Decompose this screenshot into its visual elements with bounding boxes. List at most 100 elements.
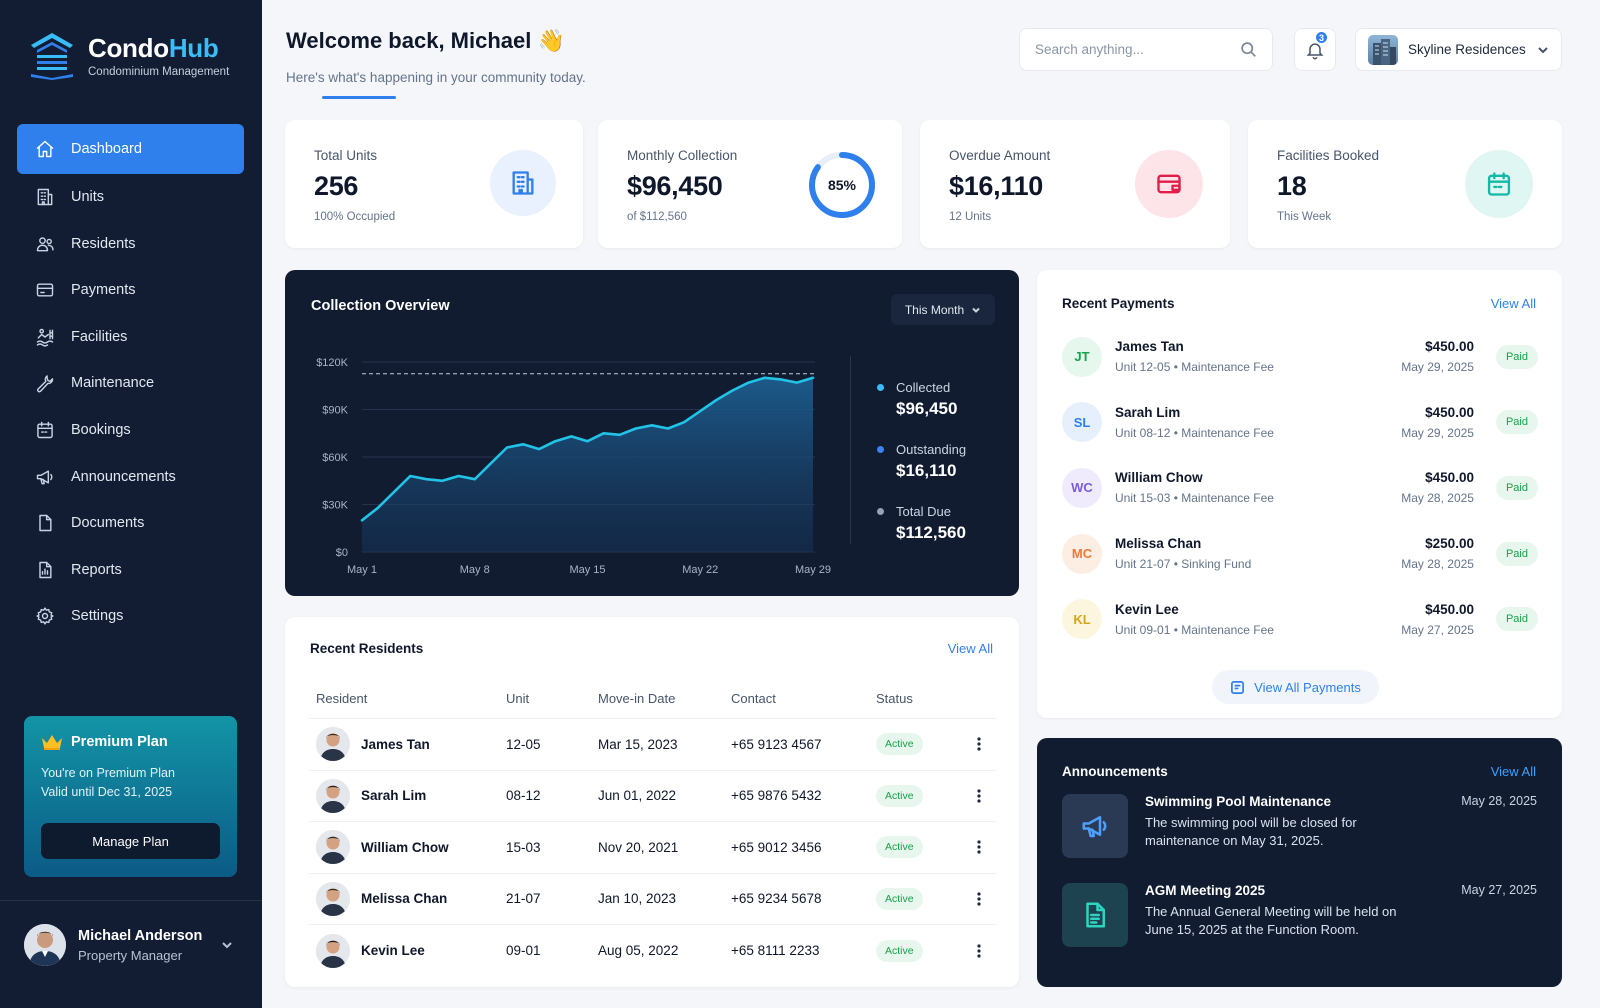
- sidebar-item-announcements[interactable]: Announcements: [17, 454, 244, 500]
- payer-name: Kevin Lee: [1115, 601, 1179, 617]
- period-dropdown[interactable]: This Month: [891, 294, 995, 325]
- search-input[interactable]: [1035, 42, 1240, 57]
- sidebar-item-residents[interactable]: Residents: [17, 221, 244, 267]
- initials-avatar: JT: [1062, 336, 1102, 377]
- sidebar-item-maintenance[interactable]: Maintenance: [17, 360, 244, 406]
- collection-chart: $0 $30K $60K $90K $120K May 1 May 8 May 15 May 2…: [316, 357, 831, 576]
- chevron-down-icon[interactable]: [220, 938, 234, 952]
- x-tick-label: May 15: [569, 564, 605, 576]
- gear-icon: [36, 607, 54, 625]
- sidebar-divider: [0, 900, 262, 901]
- initials-avatar: SL: [1062, 402, 1102, 443]
- resident-unit: 15-03: [506, 839, 541, 855]
- sidebar-item-units[interactable]: Units: [17, 174, 244, 220]
- more-vertical-icon[interactable]: [971, 943, 987, 959]
- y-tick-label: $60K: [322, 452, 348, 464]
- sidebar-item-payments[interactable]: Payments: [17, 267, 244, 313]
- user-profile[interactable]: Michael Anderson Property Manager: [24, 924, 234, 966]
- payment-amount: $450.00: [1425, 404, 1474, 420]
- wallet-icon: [1157, 174, 1181, 194]
- payment-description: Unit 08-12 • Maintenance Fee: [1115, 425, 1274, 440]
- table-row[interactable]: Melissa Chan 21-07 Jan 10, 2023 +65 9234 56…: [309, 874, 997, 925]
- sidebar-item-reports[interactable]: Reports: [17, 547, 244, 593]
- document-icon: [39, 514, 52, 532]
- table-row[interactable]: Kevin Lee 09-01 Aug 05, 2022 +65 8111 2233 A…: [309, 925, 997, 977]
- stat-card-monthly-collection[interactable]: Monthly Collection $96,450 of $112,560 8…: [598, 120, 902, 248]
- column-header[interactable]: Resident: [316, 691, 368, 706]
- property-name: Skyline Residences: [1408, 42, 1526, 57]
- residents-title: Recent Residents: [310, 641, 424, 656]
- column-header[interactable]: Status: [876, 691, 913, 706]
- column-header[interactable]: Contact: [731, 691, 776, 706]
- payment-amount: $450.00: [1425, 601, 1474, 617]
- column-header[interactable]: Unit: [506, 691, 530, 706]
- payment-description: Unit 12-05 • Maintenance Fee: [1115, 360, 1274, 375]
- manage-plan-button[interactable]: Manage Plan: [41, 823, 220, 859]
- payment-description: Unit 09-01 • Maintenance Fee: [1115, 622, 1274, 637]
- stat-subtext: This Week: [1277, 211, 1332, 223]
- more-vertical-icon[interactable]: [971, 788, 987, 804]
- list-item[interactable]: KL Kevin Lee Unit 09-01 • Maintenance Fee $…: [1062, 586, 1538, 652]
- stat-icon-wrap: [490, 150, 556, 216]
- premium-plan-card: Premium Plan You're on Premium Plan Vali…: [24, 716, 237, 877]
- table-row[interactable]: James Tan 12-05 Mar 15, 2023 +65 9123 4567 A…: [309, 719, 997, 771]
- announcement-item[interactable]: Swimming Pool Maintenance The swimming p…: [1062, 794, 1537, 858]
- payment-date: May 29, 2025: [1401, 360, 1474, 375]
- sidebar-item-bookings[interactable]: Bookings: [17, 407, 244, 453]
- document-icon: [1086, 902, 1105, 928]
- list-item[interactable]: JT James Tan Unit 12-05 • Maintenance Fee $…: [1062, 324, 1538, 390]
- stat-card-overdue-amount[interactable]: Overdue Amount $16,110 12 Units: [920, 120, 1230, 248]
- sidebar-item-settings[interactable]: Settings: [17, 593, 244, 639]
- status-badge: Active: [876, 836, 923, 859]
- view-all-payments-button[interactable]: View All Payments: [1212, 670, 1379, 704]
- premium-plan-status: You're on Premium Plan: [41, 766, 175, 780]
- announcement-date: May 28, 2025: [1461, 794, 1537, 808]
- search-bar[interactable]: [1019, 28, 1273, 71]
- table-row[interactable]: Sarah Lim 08-12 Jun 01, 2022 +65 9876 5432 A…: [309, 771, 997, 822]
- stat-subtext: of $112,560: [627, 211, 687, 223]
- notifications-button[interactable]: 3: [1294, 28, 1336, 71]
- resident-name: Sarah Lim: [361, 788, 427, 804]
- sidebar-item-label: Bookings: [71, 421, 131, 438]
- resident-name: James Tan: [361, 736, 430, 752]
- announcement-icon-wrap: [1062, 794, 1128, 858]
- status-badge: Active: [876, 887, 923, 910]
- stat-subtext: 100% Occupied: [314, 211, 396, 223]
- more-vertical-icon[interactable]: [971, 839, 987, 855]
- resident-move-in-date: Nov 20, 2021: [598, 839, 679, 855]
- sidebar-item-label: Documents: [71, 515, 145, 532]
- more-vertical-icon[interactable]: [971, 891, 987, 907]
- property-selector[interactable]: Skyline Residences: [1355, 28, 1562, 71]
- column-header[interactable]: Move-in Date: [598, 691, 676, 706]
- users-icon: [36, 236, 54, 251]
- stat-label: Facilities Booked: [1277, 148, 1380, 163]
- stat-card-total-units[interactable]: Total Units 256 100% Occupied: [285, 120, 583, 248]
- list-item[interactable]: MC Melissa Chan Unit 21-07 • Sinking Fund $…: [1062, 521, 1538, 587]
- more-vertical-icon[interactable]: [971, 736, 987, 752]
- y-tick-label: $0: [336, 547, 348, 559]
- stat-card-facilities-booked[interactable]: Facilities Booked 18 This Week: [1248, 120, 1562, 248]
- wallet-icon: [36, 283, 54, 297]
- condohub-logo-icon: [31, 33, 73, 80]
- y-tick-label: $90K: [322, 405, 348, 417]
- table-row[interactable]: William Chow 15-03 Nov 20, 2021 +65 9012 34…: [309, 822, 997, 874]
- brand[interactable]: CondoHub Condominium Management: [28, 30, 229, 80]
- sidebar-item-dashboard[interactable]: Dashboard: [17, 124, 244, 174]
- resident-move-in-date: Aug 05, 2022: [598, 943, 679, 959]
- search-icon[interactable]: [1240, 41, 1257, 58]
- status-badge: Paid: [1495, 344, 1538, 369]
- resident-name: Melissa Chan: [361, 891, 448, 907]
- premium-plan-title: Premium Plan: [41, 734, 220, 750]
- announcement-item[interactable]: AGM Meeting 2025 The Annual General Meet…: [1062, 883, 1537, 947]
- sidebar-item-documents[interactable]: Documents: [17, 500, 244, 546]
- legend-dot: [877, 446, 884, 453]
- sidebar-item-facilities[interactable]: Facilities: [17, 314, 244, 360]
- announcements-view-all-link[interactable]: View All: [1490, 764, 1536, 779]
- sidebar-item-label: Settings: [71, 608, 124, 625]
- payments-view-all-link[interactable]: View All: [1490, 296, 1536, 311]
- user-name: Michael Anderson: [78, 927, 203, 944]
- residents-view-all-link[interactable]: View All: [947, 641, 993, 656]
- payment-amount: $450.00: [1425, 470, 1474, 486]
- list-item[interactable]: WC William Chow Unit 15-03 • Maintenance F…: [1062, 455, 1538, 521]
- list-item[interactable]: SL Sarah Lim Unit 08-12 • Maintenance Fee $…: [1062, 390, 1538, 456]
